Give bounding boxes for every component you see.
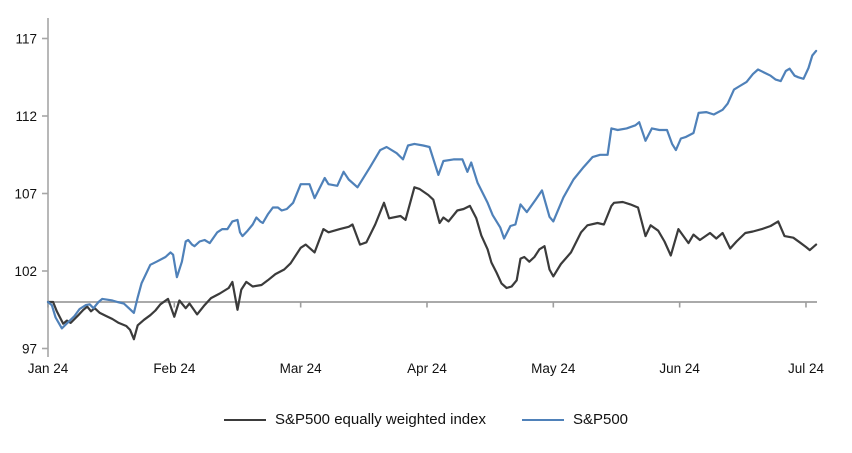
series-line-0 <box>46 186 818 341</box>
y-axis-tick-label: 107 <box>14 187 37 202</box>
x-axis-tick-label: Feb 24 <box>153 361 196 376</box>
legend-line-sample-blue <box>521 418 564 422</box>
x-axis-tick-label: Jul 24 <box>788 361 825 376</box>
y-axis-tick-label: 117 <box>15 32 37 47</box>
x-axis-tick-label: Apr 24 <box>407 361 447 376</box>
x-axis-tick-label: Mar 24 <box>280 361 323 376</box>
x-axis-tick-label: Jun 24 <box>659 361 700 376</box>
series-line-1 <box>46 49 818 330</box>
legend-label-sp500: S&P500 <box>572 411 629 428</box>
y-axis-tick-label: 102 <box>14 264 37 279</box>
legend-label-equal-weighted: S&P500 equally weighted index <box>274 411 486 428</box>
legend-line-sample-dark <box>223 418 266 422</box>
legend-item-sp500: S&P500 <box>521 410 629 430</box>
y-axis-tick-label: 97 <box>22 342 37 357</box>
legend-item-equal-weighted: S&P500 equally weighted index <box>223 410 486 430</box>
chart-legend: S&P500 equally weighted index S&P500 <box>0 410 852 430</box>
x-axis-tick-label: May 24 <box>531 361 576 376</box>
x-axis-tick-label: Jan 24 <box>28 361 69 376</box>
y-axis-tick-label: 112 <box>15 109 37 124</box>
